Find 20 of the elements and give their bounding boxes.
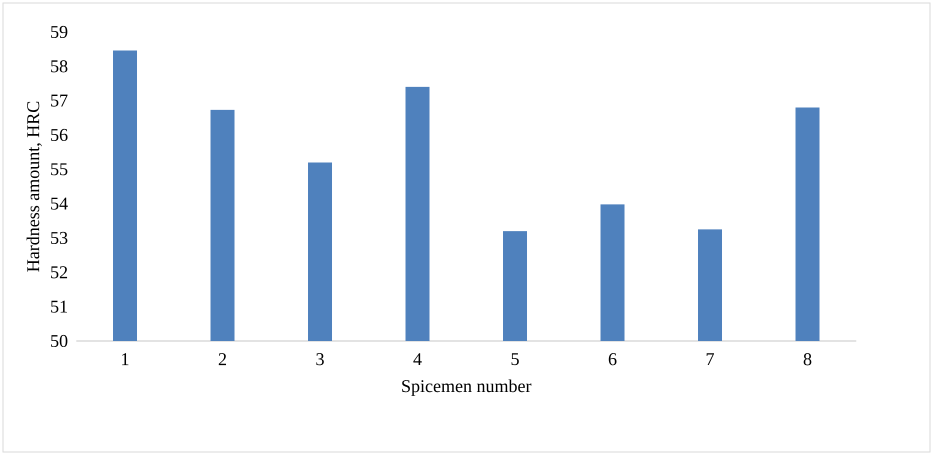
y-axis-title: Hardness amount, HRC [26, 102, 42, 272]
y-tick-label: 58 [51, 60, 68, 72]
x-tick-label: 7 [706, 353, 714, 365]
x-tick-label: 1 [122, 353, 128, 366]
y-tick-label: 56 [51, 128, 68, 142]
x-axis-title: Spicemen number [402, 380, 532, 396]
x-tick-label: 6 [608, 353, 616, 366]
x-tick-label: 2 [218, 353, 226, 366]
y-tick-label: 59 [51, 26, 68, 38]
x-tick-label: 5 [512, 353, 519, 366]
y-tick-label: 50 [51, 334, 68, 348]
x-tick-label: 8 [804, 353, 812, 366]
y-tick-label: 51 [51, 300, 67, 313]
x-tick-label: 3 [316, 353, 324, 366]
y-tick-label: 55 [51, 163, 68, 176]
x-tick-label: 4 [413, 353, 422, 366]
y-tick-label: 54 [51, 198, 68, 210]
y-tick-label: 53 [51, 232, 68, 244]
y-tick-label: 57 [51, 94, 68, 107]
y-tick-label: 52 [51, 266, 68, 278]
